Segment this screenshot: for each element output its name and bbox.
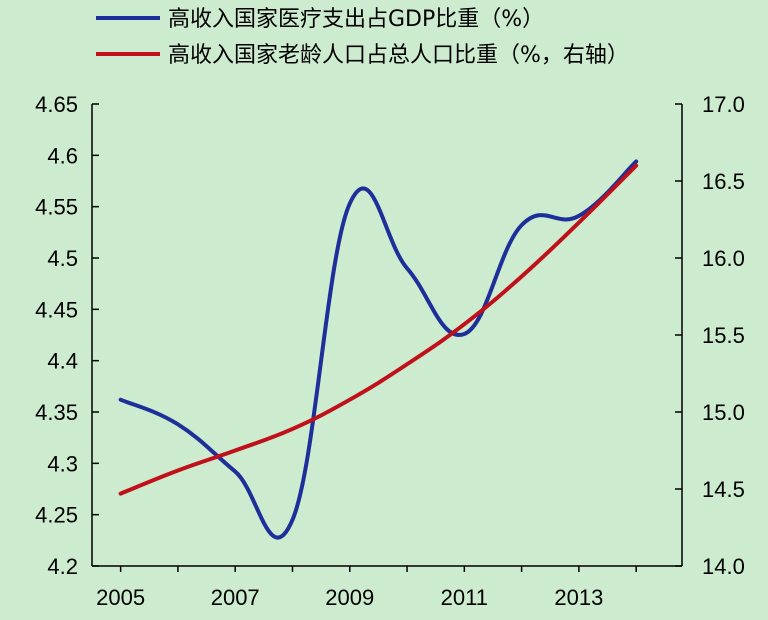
left-axis-tick-label: 4.35 xyxy=(35,400,78,425)
right-axis-tick-label: 14.5 xyxy=(702,477,745,502)
x-axis-tick-label: 2013 xyxy=(554,585,603,610)
x-axis-tick-label: 2011 xyxy=(441,585,488,610)
plot-series xyxy=(118,159,639,540)
health-spending-line xyxy=(118,159,639,540)
left-axis-tick-label: 4.25 xyxy=(35,503,78,528)
aged-population-line xyxy=(118,163,639,496)
right-axis-tick-label: 17.0 xyxy=(702,92,745,117)
left-axis-tick-label: 4.3 xyxy=(47,451,78,476)
right-y-axis: 14.0 14.5 15.0 15.5 16.0 16.5 17.0 xyxy=(675,92,745,579)
left-axis-tick-label: 4.45 xyxy=(35,297,78,322)
legend-label-aged-population: 高收入国家老龄人口占总人口比重（%，右轴） xyxy=(168,43,629,68)
left-axis-tick-label: 4.5 xyxy=(47,246,78,271)
x-axis-tick-label: 2009 xyxy=(325,585,374,610)
right-axis-tick-label: 14.0 xyxy=(702,554,745,579)
x-axis-tick-label: 2005 xyxy=(96,585,145,610)
right-axis-tick-label: 15.0 xyxy=(702,400,745,425)
left-axis-tick-label: 4.6 xyxy=(47,143,78,168)
right-axis-tick-label: 16.0 xyxy=(702,246,745,271)
left-axis-tick-label: 4.2 xyxy=(47,554,78,579)
left-axis-tick-label: 4.55 xyxy=(35,195,78,220)
x-axis-tick-label: 2007 xyxy=(211,585,260,610)
legend-label-health-spending: 高收入国家医疗支出占GDP比重（%） xyxy=(168,7,544,32)
legend: 高收入国家医疗支出占GDP比重（%） 高收入国家老龄人口占总人口比重（%，右轴） xyxy=(96,7,629,68)
right-axis-tick-label: 15.5 xyxy=(702,323,745,348)
left-axis-tick-label: 4.65 xyxy=(35,92,78,117)
right-axis-tick-label: 16.5 xyxy=(702,169,745,194)
left-axis-tick-label: 4.4 xyxy=(47,349,78,374)
x-axis: 2005 2007 2009 2011 2013 xyxy=(92,565,682,610)
left-y-axis: 4.2 4.25 4.3 4.35 4.4 4.45 4.5 4.55 4.6 4.65 xyxy=(35,92,99,579)
